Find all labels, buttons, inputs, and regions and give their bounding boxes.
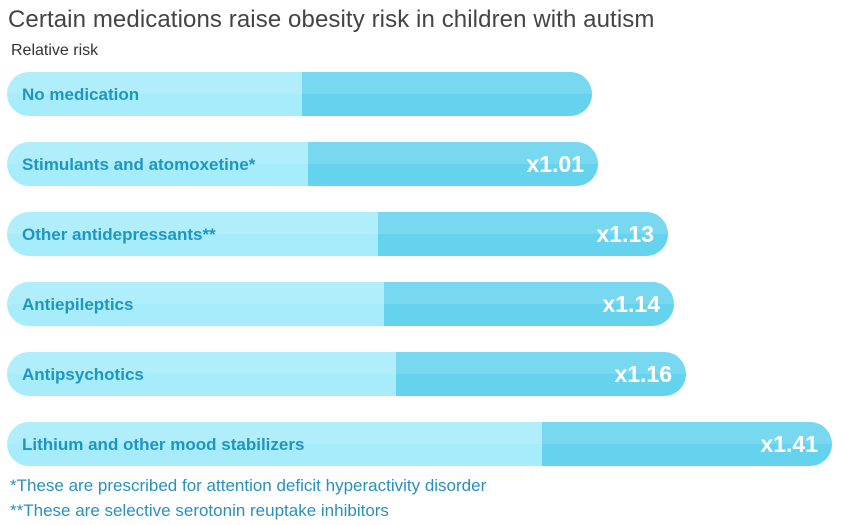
bar-dark — [378, 212, 668, 256]
footnote-ssri: **These are selective serotonin reuptake… — [10, 501, 389, 520]
bar-value-label: x1.14 — [602, 291, 660, 317]
bar-group: Antiepileptics x1.14 — [7, 282, 674, 326]
bar-fill — [7, 282, 674, 326]
bar-dark-highlight — [384, 282, 674, 304]
bar-value-label: x1.01 — [526, 151, 584, 177]
bar-dark — [384, 282, 674, 326]
bar-fill — [7, 72, 592, 116]
bar-group: Antipsychotics x1.16 — [7, 352, 686, 396]
chart-title: Certain medications raise obesity risk i… — [8, 6, 655, 33]
bar-dark — [302, 72, 592, 116]
bar-dark-highlight — [542, 422, 832, 444]
bar-group: Other antidepressants** x1.13 — [7, 212, 668, 256]
footnote-adhd: *These are prescribed for attention defi… — [10, 476, 487, 495]
bar-value-label: x1.13 — [596, 221, 654, 247]
bar-group: No medication — [7, 72, 592, 116]
bar-dark — [542, 422, 832, 466]
chart-subtitle: Relative risk — [11, 42, 99, 59]
bar-dark — [396, 352, 686, 396]
bar-category-label: Other antidepressants** — [22, 225, 216, 244]
bar-group: Lithium and other mood stabilizers x1.41 — [7, 422, 832, 466]
bar-fill — [7, 422, 832, 466]
bar-dark-highlight — [396, 352, 686, 374]
bar-fill — [7, 352, 686, 396]
bar-dark-highlight — [378, 212, 668, 234]
bar-category-label: Lithium and other mood stabilizers — [22, 435, 304, 454]
bar-category-label: Antipsychotics — [22, 365, 144, 384]
bar-fill — [7, 212, 668, 256]
bar-fill — [7, 142, 598, 186]
bar-dark — [308, 142, 598, 186]
bar-dark-highlight — [308, 142, 598, 164]
bar-group: Stimulants and atomoxetine* x1.01 — [7, 142, 598, 186]
bar-category-label: No medication — [22, 85, 139, 104]
bar-value-label: x1.16 — [614, 361, 672, 387]
bar-value-label: x1.41 — [760, 431, 818, 457]
bar-category-label: Antiepileptics — [22, 295, 133, 314]
bar-dark-highlight — [302, 72, 592, 94]
bar-category-label: Stimulants and atomoxetine* — [22, 155, 256, 174]
